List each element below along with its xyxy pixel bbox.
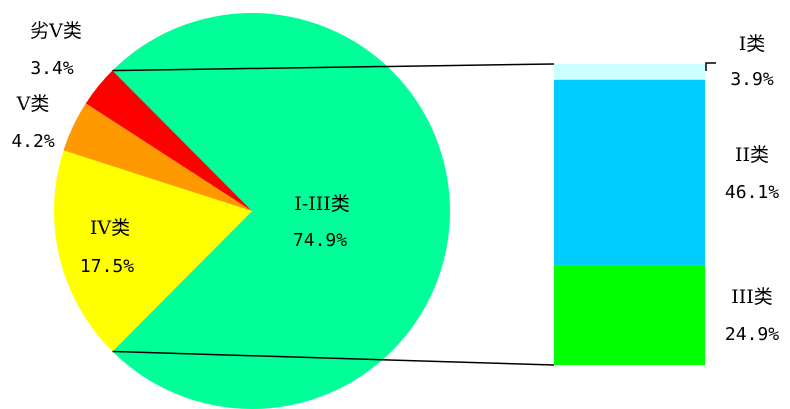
bar-segment-label: III类: [731, 286, 773, 308]
pie-slice-value: 17.5%: [80, 256, 134, 277]
bar-segment-value: 24.9%: [725, 324, 779, 345]
bar-segment-label: I类: [739, 33, 766, 55]
pie-slice-iv-1: [53, 150, 252, 352]
pie-slice-label: IV类: [90, 217, 130, 239]
connector-line-top: [112, 63, 555, 72]
bar-segment-iii-0: [554, 264, 705, 365]
bar-segment-leader-line: [705, 62, 716, 71]
pie-slice-value: 3.4%: [30, 58, 74, 79]
bar-segment-i-2: [554, 64, 705, 80]
pie-slice-i-iii-0: [112, 13, 450, 409]
pie-slice-label: 劣V类: [30, 20, 82, 42]
bar-segment-label: II类: [735, 144, 769, 166]
connector-line-bottom: [112, 350, 555, 366]
bar-segment-ii-1: [554, 79, 705, 265]
bar-segment-value: 3.9%: [730, 69, 774, 90]
pie-slice-label: I-III类: [294, 193, 349, 215]
bar-segment-value: 46.1%: [725, 182, 779, 203]
pie-slice-v-2: [63, 103, 252, 211]
pie-slice-value: 4.2%: [11, 131, 55, 152]
pie-slice-value: 74.9%: [293, 230, 347, 251]
pie-slice-label: V类: [16, 93, 50, 115]
pie-slice-v-3: [85, 70, 252, 211]
